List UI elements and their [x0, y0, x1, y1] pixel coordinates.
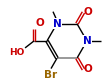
Text: O: O	[35, 18, 44, 28]
Text: N: N	[83, 36, 91, 46]
Text: O: O	[84, 7, 93, 17]
Text: HO: HO	[9, 48, 24, 57]
Text: O: O	[84, 64, 93, 74]
Text: N: N	[53, 19, 61, 29]
Text: Br: Br	[44, 70, 58, 80]
